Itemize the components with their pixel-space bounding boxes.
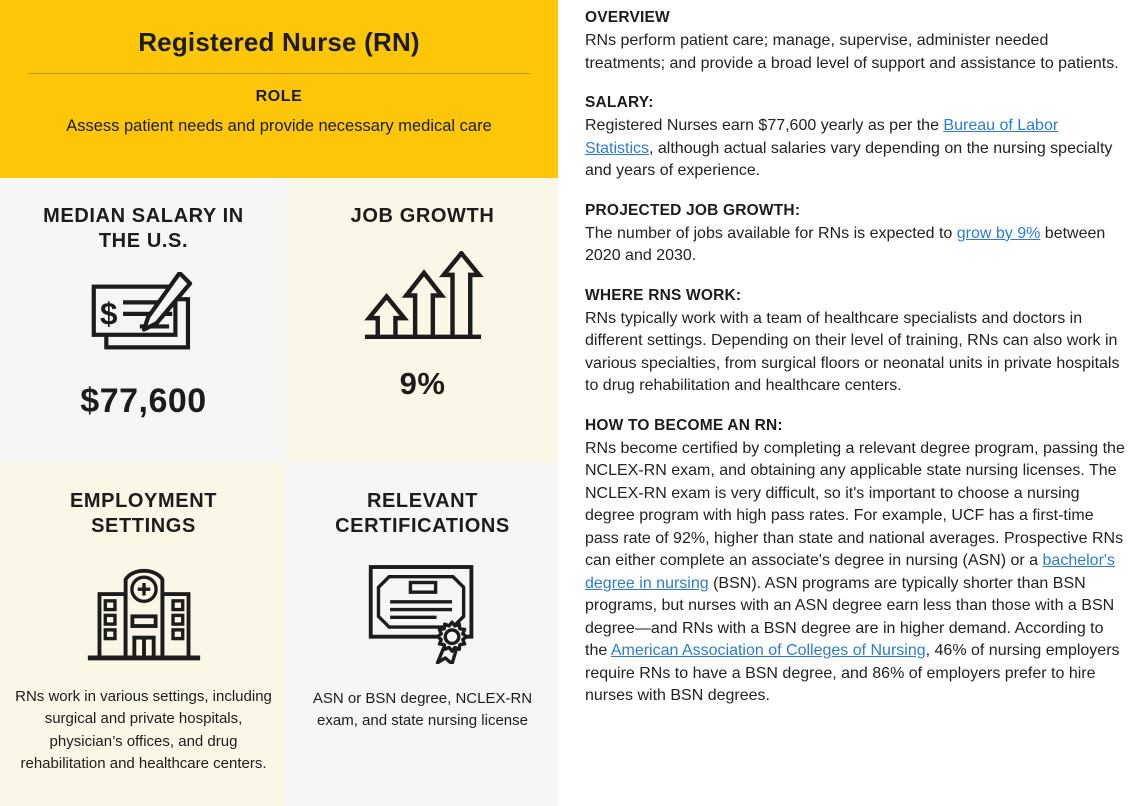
infographic-panel: Registered Nurse (RN) ROLE Assess patien… <box>0 0 558 806</box>
section-heading: WHERE RNS WORK: <box>585 286 742 304</box>
section-where-rns-work: WHERE RNS WORK: RNs typically work with a… <box>585 287 1128 398</box>
section-paragraph: Registered Nurses earn $77,600 yearly as… <box>585 117 1113 179</box>
inline-link[interactable]: Bureau of Labor Statistics <box>585 117 1059 157</box>
section-paragraph: RNs typically work with a team of health… <box>585 309 1120 395</box>
section-projected-job-growth: PROJECTED JOB GROWTH: The number of jobs … <box>585 202 1128 268</box>
inline-link[interactable]: bachelor's degree in nursing <box>585 552 1115 592</box>
section-heading: SALARY: <box>585 94 654 111</box>
role-label: ROLE <box>255 88 303 105</box>
inline-link[interactable]: American Association of Colleges of Nurs… <box>610 642 926 659</box>
yellow-header: Registered Nurse (RN) ROLE Assess patien… <box>0 0 558 178</box>
growth-arrows-icon <box>362 249 484 342</box>
section-overview: OVERVIEW RNs perform patient care; manage… <box>585 9 1128 75</box>
median-salary-value: $77,600 <box>80 381 207 420</box>
section-how-to-become-an-rn: HOW TO BECOME AN RN: RNs become certified… <box>585 417 1128 708</box>
job-growth-title: JOB GROWTH <box>350 205 495 227</box>
employment-settings-title: EMPLOYMENT SETTINGS <box>69 490 218 537</box>
role-text: Assess patient needs and provide necessa… <box>66 117 492 135</box>
header-divider <box>28 73 530 74</box>
paycheck-icon: $ <box>85 270 203 362</box>
hospital-icon <box>84 561 204 662</box>
job-growth-cell: JOB GROWTH 9% <box>287 178 558 463</box>
employment-settings-description: RNs work in various settings, including … <box>15 687 272 773</box>
median-salary-cell: MEDIAN SALARY IN THE U.S. $ $77,600 <box>0 178 287 463</box>
relevant-certifications-description: ASN or BSN degree, NCLEX-RN exam, and st… <box>312 689 533 730</box>
detail-text-column: OVERVIEW RNs perform patient care; manage… <box>558 0 1148 806</box>
certificate-icon <box>363 561 483 666</box>
section-salary: SALARY: Registered Nurses earn $77,600 ye… <box>585 94 1128 183</box>
section-paragraph: The number of jobs available for RNs is … <box>585 224 1106 265</box>
page-title: Registered Nurse (RN) <box>138 27 420 57</box>
relevant-certifications-title: RELEVANT CERTIFICATIONS <box>335 490 510 537</box>
relevant-certifications-cell: RELEVANT CERTIFICATIONS ASN or BSN <box>287 463 558 806</box>
section-heading: HOW TO BECOME AN RN: <box>585 416 783 434</box>
svg-text:$: $ <box>100 296 117 331</box>
job-growth-value: 9% <box>399 365 446 401</box>
section-heading: PROJECTED JOB GROWTH: <box>585 201 801 219</box>
section-paragraph: RNs become certified by completing a rel… <box>585 439 1125 705</box>
section-paragraph: RNs perform patient care; manage, superv… <box>585 32 1119 72</box>
section-heading: OVERVIEW <box>585 9 670 26</box>
stat-grid: MEDIAN SALARY IN THE U.S. $ $77,600 <box>0 178 558 806</box>
inline-link[interactable]: grow by 9% <box>956 224 1041 242</box>
employment-settings-cell: EMPLOYMENT SETTINGS <box>0 463 287 806</box>
median-salary-title: MEDIAN SALARY IN THE U.S. <box>43 205 244 252</box>
